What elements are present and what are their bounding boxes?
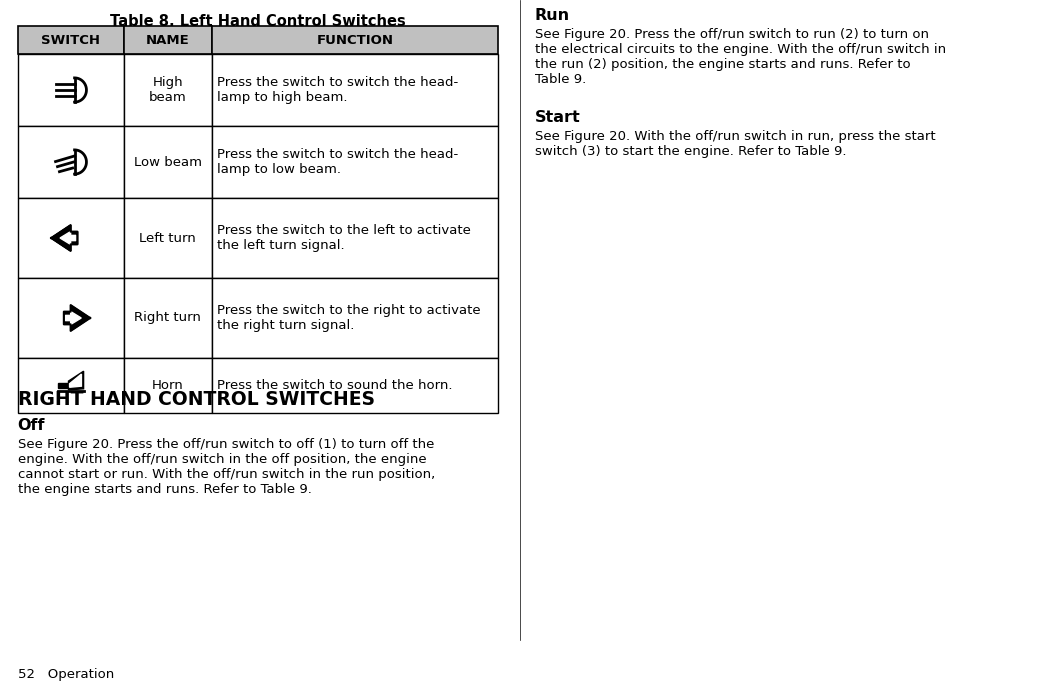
- Text: Right turn: Right turn: [134, 311, 202, 324]
- Text: 52   Operation: 52 Operation: [18, 668, 113, 681]
- Text: See Figure 20. With the off/run switch in run, press the start
switch (3) to sta: See Figure 20. With the off/run switch i…: [534, 130, 936, 158]
- Bar: [124, 126, 212, 198]
- Bar: [212, 278, 499, 358]
- Text: Table 8. Left Hand Control Switches: Table 8. Left Hand Control Switches: [110, 14, 406, 29]
- Text: Press the switch to the left to activate
the left turn signal.: Press the switch to the left to activate…: [217, 224, 470, 252]
- Bar: [212, 358, 499, 413]
- Bar: [212, 54, 499, 126]
- Text: FUNCTION: FUNCTION: [317, 34, 394, 47]
- Bar: [18, 198, 124, 278]
- Text: High
beam: High beam: [149, 76, 187, 104]
- Bar: [212, 26, 499, 54]
- Bar: [18, 358, 124, 413]
- Polygon shape: [69, 374, 82, 388]
- Bar: [18, 26, 124, 54]
- Text: SWITCH: SWITCH: [41, 34, 100, 47]
- Polygon shape: [64, 305, 90, 331]
- Text: Low beam: Low beam: [133, 156, 202, 169]
- Polygon shape: [65, 311, 81, 324]
- Bar: [124, 26, 212, 54]
- Bar: [212, 198, 499, 278]
- Bar: [212, 126, 499, 198]
- Bar: [124, 198, 212, 278]
- Bar: [18, 126, 124, 198]
- Text: Press the switch to switch the head-
lamp to high beam.: Press the switch to switch the head- lam…: [217, 76, 458, 104]
- Text: Left turn: Left turn: [140, 231, 196, 244]
- Text: Press the switch to switch the head-
lamp to low beam.: Press the switch to switch the head- lam…: [217, 148, 458, 176]
- Bar: [18, 278, 124, 358]
- Text: Start: Start: [534, 110, 581, 125]
- Bar: [124, 278, 212, 358]
- Polygon shape: [51, 225, 78, 251]
- Polygon shape: [58, 383, 68, 388]
- Bar: [124, 358, 212, 413]
- Text: Press the switch to the right to activate
the right turn signal.: Press the switch to the right to activat…: [217, 304, 481, 332]
- Polygon shape: [51, 225, 78, 251]
- Polygon shape: [68, 371, 84, 390]
- Text: Press the switch to sound the horn.: Press the switch to sound the horn.: [217, 379, 453, 392]
- Text: RIGHT HAND CONTROL SWITCHES: RIGHT HAND CONTROL SWITCHES: [18, 390, 375, 409]
- Text: Run: Run: [534, 8, 570, 23]
- Bar: [124, 54, 212, 126]
- Text: NAME: NAME: [146, 34, 190, 47]
- Text: See Figure 20. Press the off/run switch to off (1) to turn off the
engine. With : See Figure 20. Press the off/run switch …: [18, 438, 435, 496]
- Polygon shape: [60, 231, 76, 244]
- Text: Off: Off: [18, 418, 45, 433]
- Text: Horn: Horn: [152, 379, 184, 392]
- Text: See Figure 20. Press the off/run switch to run (2) to turn on
the electrical cir: See Figure 20. Press the off/run switch …: [534, 28, 946, 86]
- Bar: [18, 54, 124, 126]
